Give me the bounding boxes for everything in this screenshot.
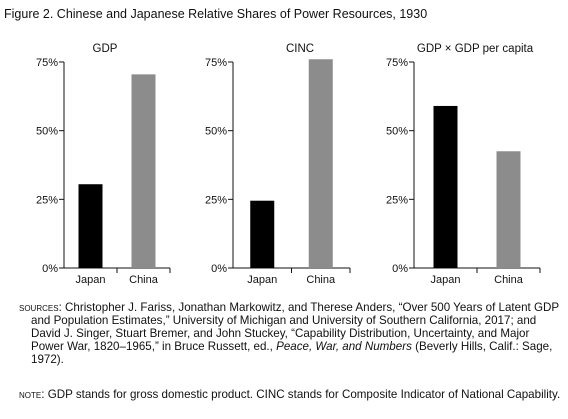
y-tick-label: 25% (386, 194, 408, 206)
x-tick-label: China (494, 274, 524, 286)
bar-japan (433, 105, 458, 269)
x-tick-label: Japan (247, 274, 277, 286)
chart-panel: CINC 0% 25% 50% 75% Japan China (205, 43, 351, 286)
y-tick-label: 25% (36, 194, 58, 206)
note-paragraph: Note: GDP stands for gross domestic prod… (19, 388, 565, 401)
y-tick-label: 0% (42, 263, 58, 275)
sources-text-2: (Beverly Hills, Calif.: Sage, 1972). (31, 340, 553, 366)
chart-title: CINC (286, 43, 314, 55)
y-tick-label: 75% (36, 57, 58, 69)
y-tick-label: 50% (36, 126, 58, 138)
y-tick-label: 75% (205, 57, 227, 69)
chart-title: GDP × GDP per capita (417, 43, 534, 55)
y-tick-label: 50% (386, 126, 408, 138)
y-tick-label: 50% (205, 126, 227, 138)
bar-china (131, 74, 156, 268)
y-tick-label: 0% (392, 263, 408, 275)
sources-label: Sources: (19, 301, 62, 314)
y-tick-label: 0% (211, 263, 227, 275)
x-tick-label: China (129, 274, 159, 286)
sources-paragraph: Sources: Christopher J. Fariss, Jonathan… (19, 301, 565, 366)
x-tick-label: China (306, 274, 336, 286)
note-text: GDP stands for gross domestic product. C… (47, 388, 561, 401)
x-tick-label: Japan (76, 274, 106, 286)
chart-panel: GDP 0% 25% 50% 75% Japan China (36, 43, 171, 286)
sources-text-1: Christopher J. Fariss, Jonathan Markowit… (31, 301, 559, 353)
bar-china (308, 59, 333, 269)
y-tick-label: 25% (205, 194, 227, 206)
sources-book-title: Peace, War, and Numbers (276, 340, 412, 353)
note-label: Note: (19, 388, 45, 401)
x-tick-label: Japan (431, 274, 461, 286)
bar-japan (78, 184, 103, 268)
y-tick-label: 75% (386, 57, 408, 69)
bar-china (496, 151, 521, 268)
chart-panel: GDP × GDP per capita 0% 25% 50% 75% Japan Chin… (386, 43, 541, 286)
chart-title: GDP (93, 43, 118, 55)
charts-area: GDP 0% 25% 50% 75% Japan China CINC 0% 25% 50% 75% J… (36, 43, 541, 286)
bar-japan (250, 200, 275, 268)
figure-title: Figure 2. Chinese and Japanese Relative … (4, 7, 428, 21)
